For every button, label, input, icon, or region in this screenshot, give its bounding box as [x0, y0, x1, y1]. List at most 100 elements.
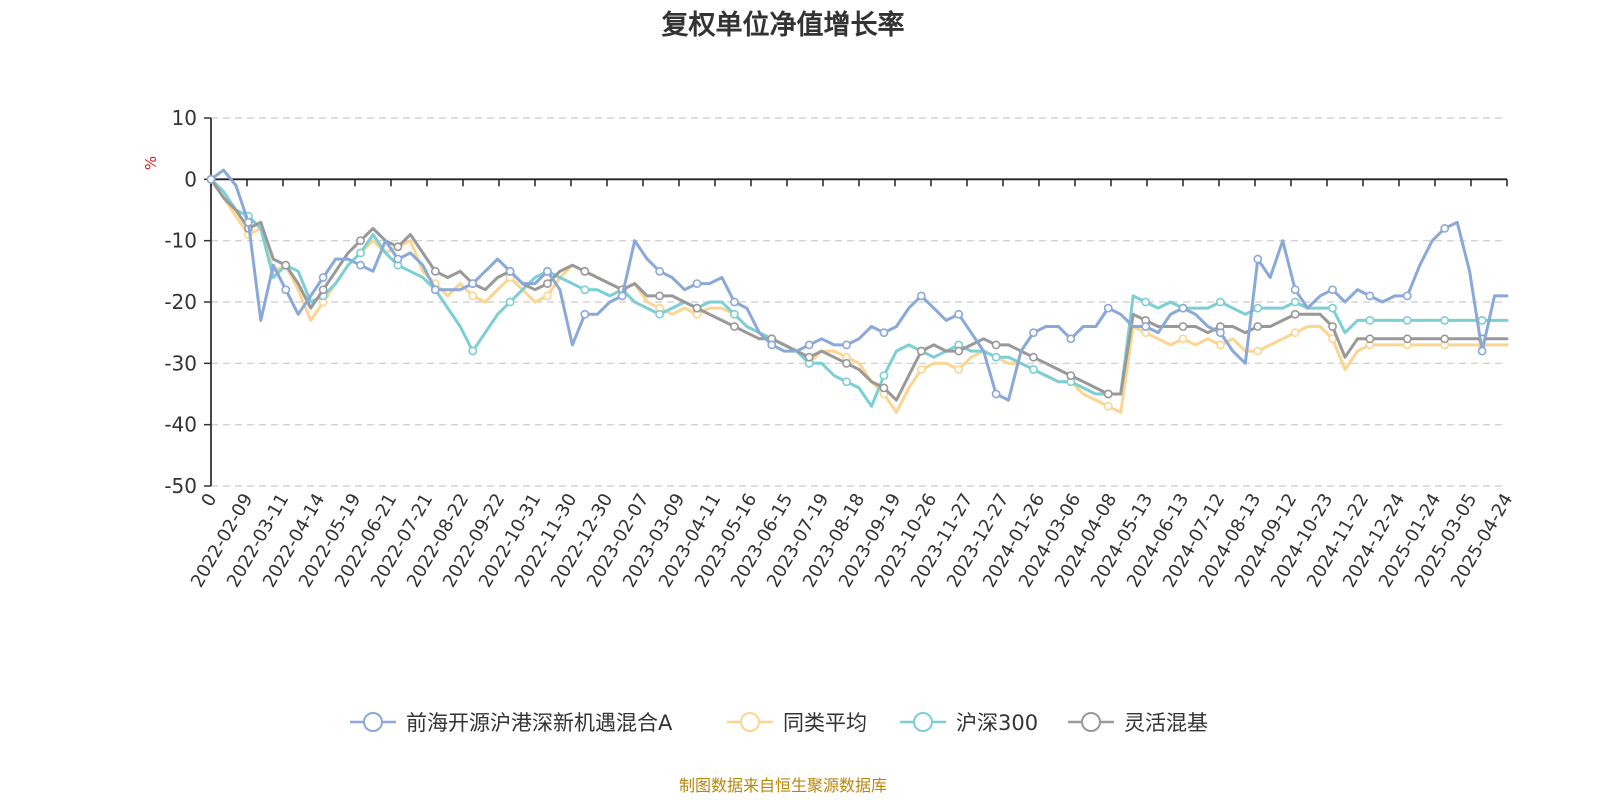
- series-point: [617, 291, 627, 301]
- series-point: [729, 322, 739, 331]
- series-point: [1029, 352, 1038, 362]
- y-axis-unit: %: [142, 156, 160, 170]
- series-point: [580, 285, 590, 295]
- series-point: [655, 266, 665, 276]
- series-point: [318, 285, 328, 295]
- series-point: [356, 260, 365, 270]
- series-point: [468, 346, 478, 356]
- series-point: [1253, 303, 1263, 313]
- legend-label: 灵活混基: [1124, 711, 1208, 735]
- legend-swatch-marker: [363, 712, 383, 732]
- series-point: [1141, 322, 1151, 331]
- series-point: [543, 291, 552, 301]
- series-point: [1365, 291, 1375, 301]
- series-point: [1178, 334, 1188, 344]
- series-point: [1103, 303, 1113, 313]
- y-tick-label: -30: [164, 351, 197, 375]
- series-point: [580, 266, 590, 276]
- series-point: [692, 303, 702, 313]
- series-point: [1290, 285, 1300, 295]
- series-point: [1066, 371, 1076, 380]
- series-lines: [206, 168, 1509, 414]
- series-point: [1066, 334, 1076, 344]
- series-point: [243, 217, 253, 227]
- x-tick-label: 0: [197, 490, 221, 510]
- x-tick-labels: 02022-02-092022-03-112022-04-142022-05-1…: [187, 490, 1517, 591]
- series-point: [1290, 297, 1300, 307]
- series-point: [729, 309, 739, 319]
- series-point: [206, 174, 216, 184]
- series-point: [281, 285, 291, 295]
- series-point: [954, 309, 964, 319]
- source-note: 制图数据来自恒生聚源数据库: [679, 776, 887, 795]
- y-tick-labels: 10 0 -10 -20 -30 -40 -50: [164, 106, 211, 498]
- series-line: [209, 168, 1509, 402]
- series-point: [842, 358, 851, 368]
- series-point: [430, 266, 440, 276]
- series-point: [543, 266, 552, 276]
- legend: 前海开源沪港深新机遇混合A 同类平均 沪深300 灵活混基: [350, 711, 1208, 735]
- series-point: [1178, 303, 1188, 313]
- series-point: [1477, 315, 1487, 325]
- series-point: [393, 254, 403, 264]
- series-point: [1215, 328, 1225, 338]
- series-point: [916, 291, 926, 301]
- series-point: [916, 346, 926, 356]
- series-point: [505, 297, 515, 307]
- series-point: [954, 346, 964, 356]
- series-point: [655, 309, 665, 319]
- series-point: [356, 236, 365, 246]
- series-point: [468, 279, 478, 288]
- series-point: [916, 365, 926, 374]
- series-point: [281, 260, 291, 270]
- legend-swatch-marker: [913, 712, 933, 732]
- series-point: [991, 340, 1001, 350]
- series-point: [318, 273, 328, 282]
- series-line: [209, 177, 1509, 402]
- series-point: [729, 297, 739, 307]
- series-point: [1328, 303, 1337, 313]
- y-tick-label: -50: [164, 474, 197, 498]
- series-point: [991, 389, 1001, 399]
- legend-swatch-marker: [740, 712, 760, 732]
- series-point: [1253, 254, 1263, 264]
- series-point: [1141, 297, 1151, 307]
- series-point: [1290, 328, 1300, 338]
- series-point: [1029, 365, 1038, 374]
- series-point: [804, 352, 814, 362]
- series-point: [1290, 309, 1300, 319]
- series-point: [1477, 346, 1487, 356]
- series-point: [468, 291, 478, 301]
- series-point: [767, 340, 777, 350]
- y-tick-label: -10: [164, 229, 197, 253]
- series-point: [1328, 285, 1337, 295]
- series-point: [543, 279, 552, 288]
- series-point: [1440, 334, 1450, 344]
- series-point: [580, 309, 590, 319]
- series-point: [804, 340, 814, 350]
- series-point: [393, 242, 403, 252]
- y-tick-label: 0: [184, 167, 197, 191]
- y-tick-label: -40: [164, 413, 197, 437]
- series-point: [879, 383, 889, 393]
- series-point: [1103, 401, 1113, 411]
- series-line: [209, 177, 1509, 414]
- series-point: [842, 340, 851, 350]
- series-point: [991, 352, 1001, 362]
- legend-swatch-marker: [1081, 712, 1101, 732]
- series-point: [655, 291, 665, 301]
- grid-lines: [211, 117, 1507, 487]
- series-point: [1215, 340, 1225, 350]
- series-point: [1328, 322, 1337, 331]
- legend-label: 前海开源沪港深新机遇混合A: [406, 711, 673, 735]
- legend-label: 沪深300: [956, 711, 1038, 735]
- series-point: [1402, 291, 1412, 301]
- series-line: [209, 177, 1509, 408]
- series-point: [1029, 328, 1038, 338]
- series-point: [505, 266, 515, 276]
- chart-title: 复权单位净值增长率: [662, 9, 905, 41]
- y-tick-label: 10: [172, 106, 197, 130]
- series-point: [954, 365, 964, 374]
- legend-label: 同类平均: [783, 711, 867, 735]
